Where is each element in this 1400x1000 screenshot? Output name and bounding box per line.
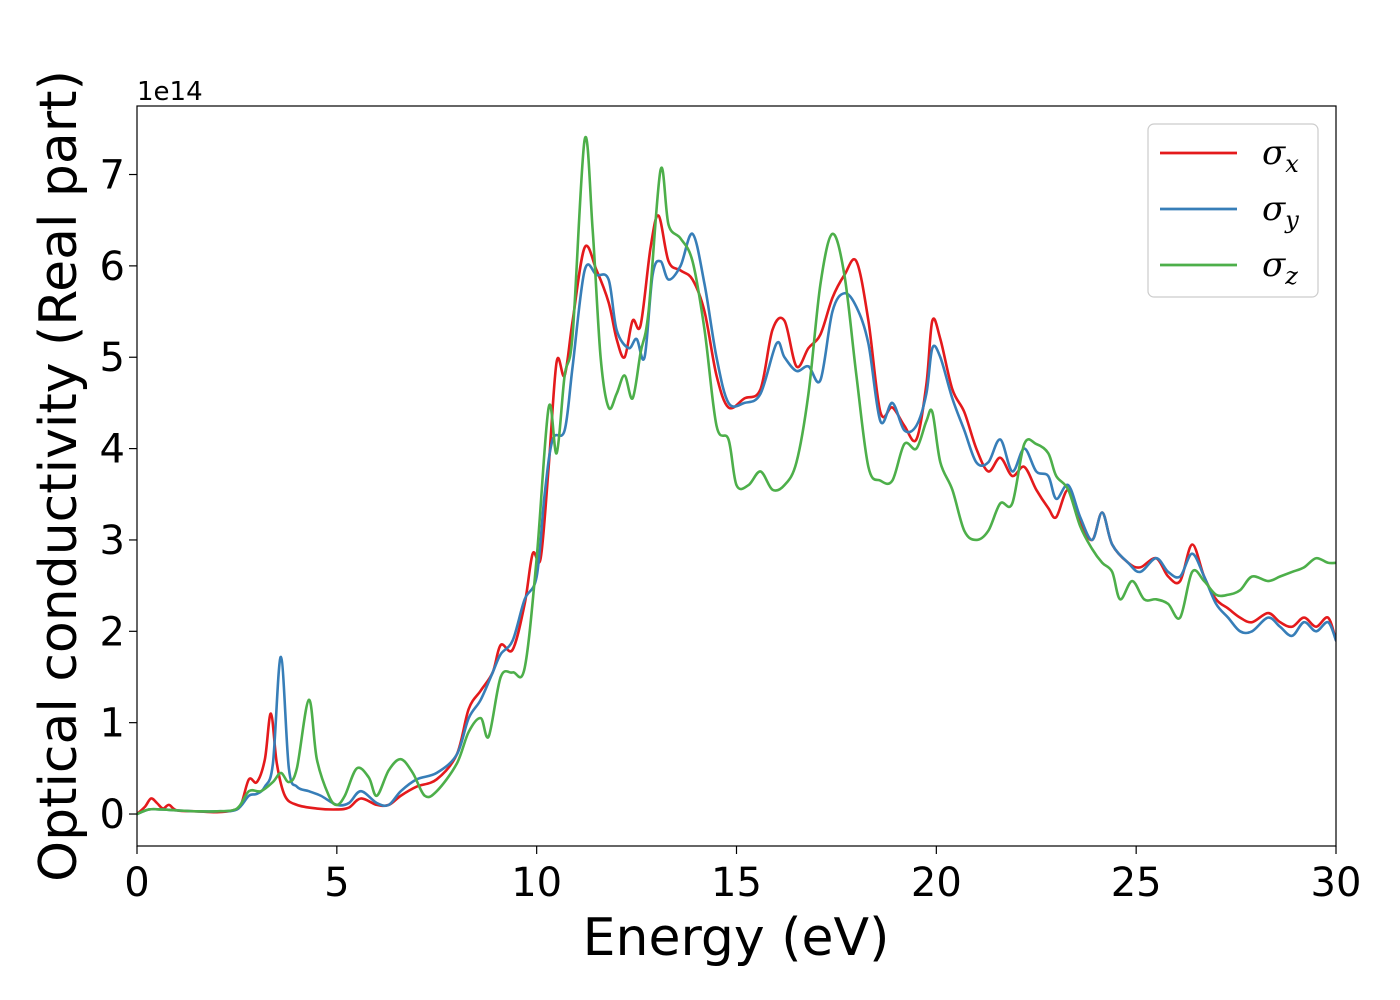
legend-label-x: σx: [1262, 133, 1299, 178]
x-axis: 0 5 10 15 20 25 30: [124, 846, 1361, 906]
y-axis: 0 1 2 3 4 5 6 7: [100, 153, 137, 838]
legend: σx σy σz: [1147, 123, 1319, 298]
y-tick-label: 0: [100, 792, 125, 838]
y-tick-label: 2: [100, 609, 125, 655]
x-tick-label: 0: [124, 860, 149, 906]
series-layer: [137, 135, 1336, 816]
legend-label-y: σy: [1262, 189, 1299, 234]
x-tick-label: 30: [1311, 860, 1362, 906]
x-tick-label: 15: [711, 860, 762, 906]
y-tick-label: 7: [100, 153, 125, 199]
y-tick-label: 5: [100, 335, 125, 381]
y-tick-label: 3: [100, 518, 125, 564]
y-tick-label: 1: [100, 701, 125, 747]
y-tick-label: 6: [100, 244, 125, 290]
x-tick-label: 10: [511, 860, 562, 906]
x-tick-label: 5: [324, 860, 349, 906]
series-line-y: [137, 232, 1336, 816]
y-tick-label: 4: [100, 427, 125, 473]
x-tick-label: 25: [1111, 860, 1162, 906]
legend-label-z: σz: [1262, 245, 1298, 290]
y-axis-title: Optical conductivity (Real part): [29, 70, 89, 882]
y-scale-offset-label: 1e14: [137, 77, 203, 107]
series-line-z: [137, 135, 1336, 816]
x-axis-title: Energy (eV): [583, 908, 890, 968]
legend-box: [1147, 123, 1319, 298]
x-tick-label: 20: [911, 860, 962, 906]
